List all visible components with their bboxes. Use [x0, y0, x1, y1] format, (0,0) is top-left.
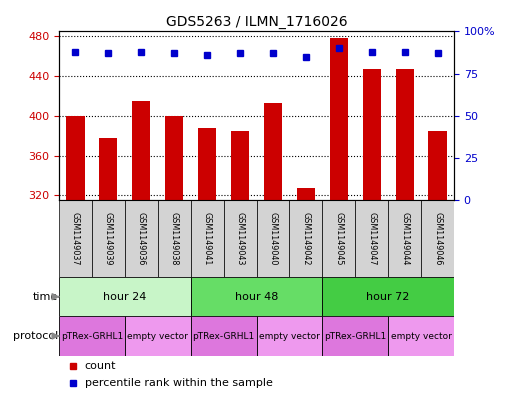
Bar — [66, 116, 85, 200]
Bar — [59, 277, 191, 316]
Text: GSM1149045: GSM1149045 — [334, 212, 343, 266]
Bar — [191, 200, 224, 277]
Text: GSM1149044: GSM1149044 — [400, 212, 409, 265]
Text: pTRex-GRHL1: pTRex-GRHL1 — [192, 332, 255, 340]
Bar — [59, 200, 92, 277]
Text: percentile rank within the sample: percentile rank within the sample — [85, 378, 272, 387]
Text: hour 48: hour 48 — [235, 292, 278, 302]
Text: GSM1149037: GSM1149037 — [71, 212, 80, 266]
Bar — [355, 200, 388, 277]
Bar — [396, 69, 413, 200]
Bar — [256, 200, 289, 277]
Text: empty vector: empty vector — [259, 332, 320, 340]
Text: GSM1149040: GSM1149040 — [268, 212, 278, 265]
Bar — [388, 200, 421, 277]
Bar — [256, 316, 322, 356]
Bar — [322, 200, 355, 277]
Bar — [224, 200, 256, 277]
Text: GSM1149042: GSM1149042 — [301, 212, 310, 266]
Bar — [322, 316, 388, 356]
Bar — [125, 316, 191, 356]
Bar — [132, 101, 150, 200]
Bar — [125, 200, 158, 277]
Bar — [92, 200, 125, 277]
Text: hour 72: hour 72 — [366, 292, 410, 302]
Bar — [158, 200, 191, 277]
Text: protocol: protocol — [13, 331, 58, 341]
Bar — [165, 116, 183, 200]
Text: count: count — [85, 361, 116, 371]
Bar — [191, 277, 322, 316]
Bar — [297, 187, 315, 200]
Text: hour 24: hour 24 — [103, 292, 147, 302]
Bar — [421, 200, 454, 277]
Text: empty vector: empty vector — [127, 332, 188, 340]
Text: GSM1149039: GSM1149039 — [104, 212, 113, 266]
Title: GDS5263 / ILMN_1716026: GDS5263 / ILMN_1716026 — [166, 15, 347, 29]
Bar — [363, 69, 381, 200]
Text: GSM1149046: GSM1149046 — [433, 212, 442, 265]
Text: empty vector: empty vector — [391, 332, 451, 340]
Text: time: time — [33, 292, 58, 302]
Text: GSM1149047: GSM1149047 — [367, 212, 376, 266]
Bar — [191, 316, 256, 356]
Bar — [198, 128, 216, 200]
Bar — [100, 138, 117, 200]
Text: pTRex-GRHL1: pTRex-GRHL1 — [61, 332, 123, 340]
Bar — [428, 131, 447, 200]
Text: GSM1149041: GSM1149041 — [203, 212, 212, 265]
Text: pTRex-GRHL1: pTRex-GRHL1 — [324, 332, 386, 340]
Text: GSM1149036: GSM1149036 — [137, 212, 146, 265]
Bar — [264, 103, 282, 200]
Bar — [330, 39, 348, 200]
Bar — [231, 131, 249, 200]
Bar — [322, 277, 454, 316]
Text: GSM1149043: GSM1149043 — [235, 212, 245, 265]
Bar — [289, 200, 322, 277]
Bar — [388, 316, 454, 356]
Bar — [59, 316, 125, 356]
Text: GSM1149038: GSM1149038 — [170, 212, 179, 265]
